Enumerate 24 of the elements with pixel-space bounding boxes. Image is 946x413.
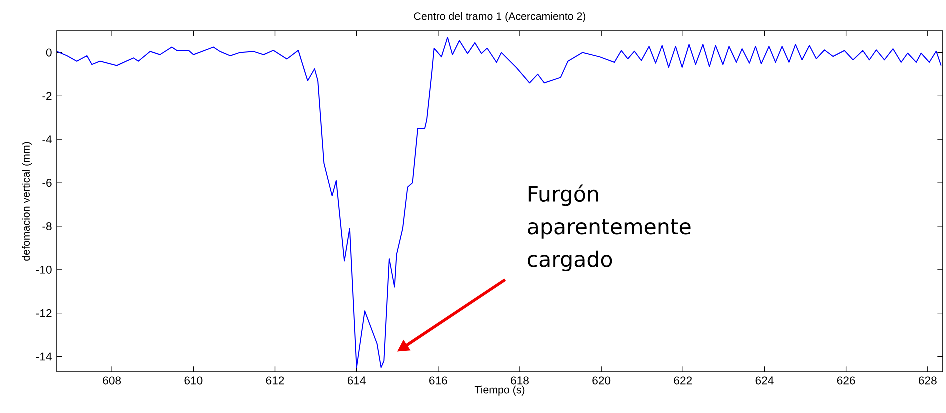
x-tick-label: 618 xyxy=(511,376,529,385)
y-axis-title: defomacion vertical (mm) xyxy=(22,142,32,261)
y-tick-label: 0 xyxy=(46,48,52,57)
line-series xyxy=(57,37,942,368)
x-tick-label: 626 xyxy=(837,376,856,385)
x-tick-label: 614 xyxy=(348,376,366,385)
x-tick-label: 616 xyxy=(430,376,448,385)
x-tick-label: 622 xyxy=(674,376,692,385)
y-tick-label: -6 xyxy=(42,179,52,188)
y-tick-label: -8 xyxy=(42,222,52,230)
x-tick-label: 608 xyxy=(103,376,122,385)
chart-title: Centro del tramo 1 (Acercamiento 2) xyxy=(414,12,586,22)
y-tick-label: -12 xyxy=(36,309,52,318)
x-tick-label: 612 xyxy=(266,376,284,385)
x-tick-label: 610 xyxy=(184,376,203,385)
y-tick-label: -2 xyxy=(42,92,52,100)
annotation: Furgón aparentemente cargado xyxy=(528,184,691,272)
y-tick-label: -10 xyxy=(36,266,52,274)
x-tick-label: 620 xyxy=(592,376,611,385)
y-tick-label: -14 xyxy=(36,352,52,361)
x-tick-label: 628 xyxy=(919,376,937,385)
x-axis-title: Tiempo (s) xyxy=(474,386,525,396)
y-tick-label: -4 xyxy=(42,136,52,144)
x-tick-label: 624 xyxy=(756,376,774,385)
